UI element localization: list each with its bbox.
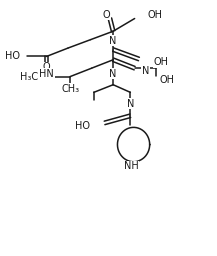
Text: OH: OH <box>148 10 163 20</box>
Text: O: O <box>103 10 110 20</box>
Text: HO: HO <box>5 51 20 61</box>
Text: N: N <box>109 36 117 46</box>
Text: H₃C: H₃C <box>20 72 38 82</box>
Text: OH: OH <box>154 57 169 67</box>
Text: OH: OH <box>159 74 174 85</box>
Text: O: O <box>43 62 50 72</box>
Text: N: N <box>127 99 134 109</box>
Text: HN: HN <box>39 69 54 79</box>
Text: CH₃: CH₃ <box>61 83 79 93</box>
Text: N: N <box>109 69 117 79</box>
Text: NH: NH <box>124 161 139 171</box>
Text: HO: HO <box>74 121 89 131</box>
Text: N: N <box>142 67 150 77</box>
